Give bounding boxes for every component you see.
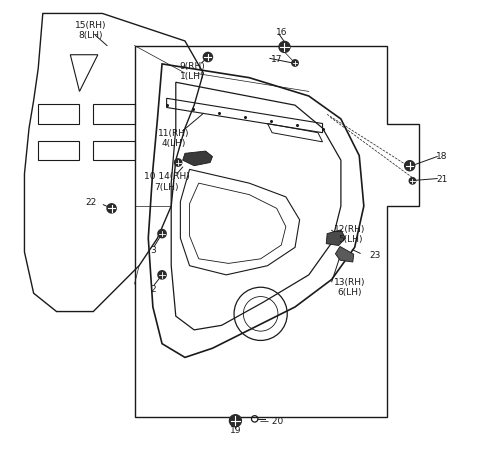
Text: 15(RH)
8(LH): 15(RH) 8(LH) <box>75 21 107 40</box>
Circle shape <box>107 204 116 213</box>
Text: 19: 19 <box>229 425 241 434</box>
Text: 10 14(RH)
7(LH): 10 14(RH) 7(LH) <box>144 172 190 191</box>
Text: 3: 3 <box>150 246 156 255</box>
Text: 21: 21 <box>436 175 447 184</box>
Circle shape <box>158 230 166 238</box>
Text: 18: 18 <box>436 152 447 161</box>
Text: 16: 16 <box>276 28 287 37</box>
Circle shape <box>229 415 241 427</box>
Circle shape <box>204 53 213 62</box>
Circle shape <box>279 42 290 53</box>
Circle shape <box>405 161 415 171</box>
Text: 17: 17 <box>271 55 282 64</box>
Text: 9(RH)
1(LH): 9(RH) 1(LH) <box>179 62 205 81</box>
Text: — 20: — 20 <box>261 416 284 425</box>
Text: 22: 22 <box>85 197 96 207</box>
Text: 13(RH)
6(LH): 13(RH) 6(LH) <box>334 277 366 297</box>
Circle shape <box>174 159 182 167</box>
Bar <box>38 105 80 124</box>
Text: 2: 2 <box>150 285 156 293</box>
Circle shape <box>409 178 416 185</box>
Polygon shape <box>183 152 213 166</box>
Bar <box>93 105 134 124</box>
Circle shape <box>292 61 298 67</box>
Polygon shape <box>326 230 346 246</box>
Bar <box>38 142 80 161</box>
Circle shape <box>158 271 166 280</box>
Polygon shape <box>336 247 354 263</box>
Bar <box>93 142 134 161</box>
Text: 12(RH)
5(LH): 12(RH) 5(LH) <box>335 224 366 244</box>
Text: 11(RH)
4(LH): 11(RH) 4(LH) <box>158 129 189 148</box>
Text: 23: 23 <box>370 250 381 259</box>
